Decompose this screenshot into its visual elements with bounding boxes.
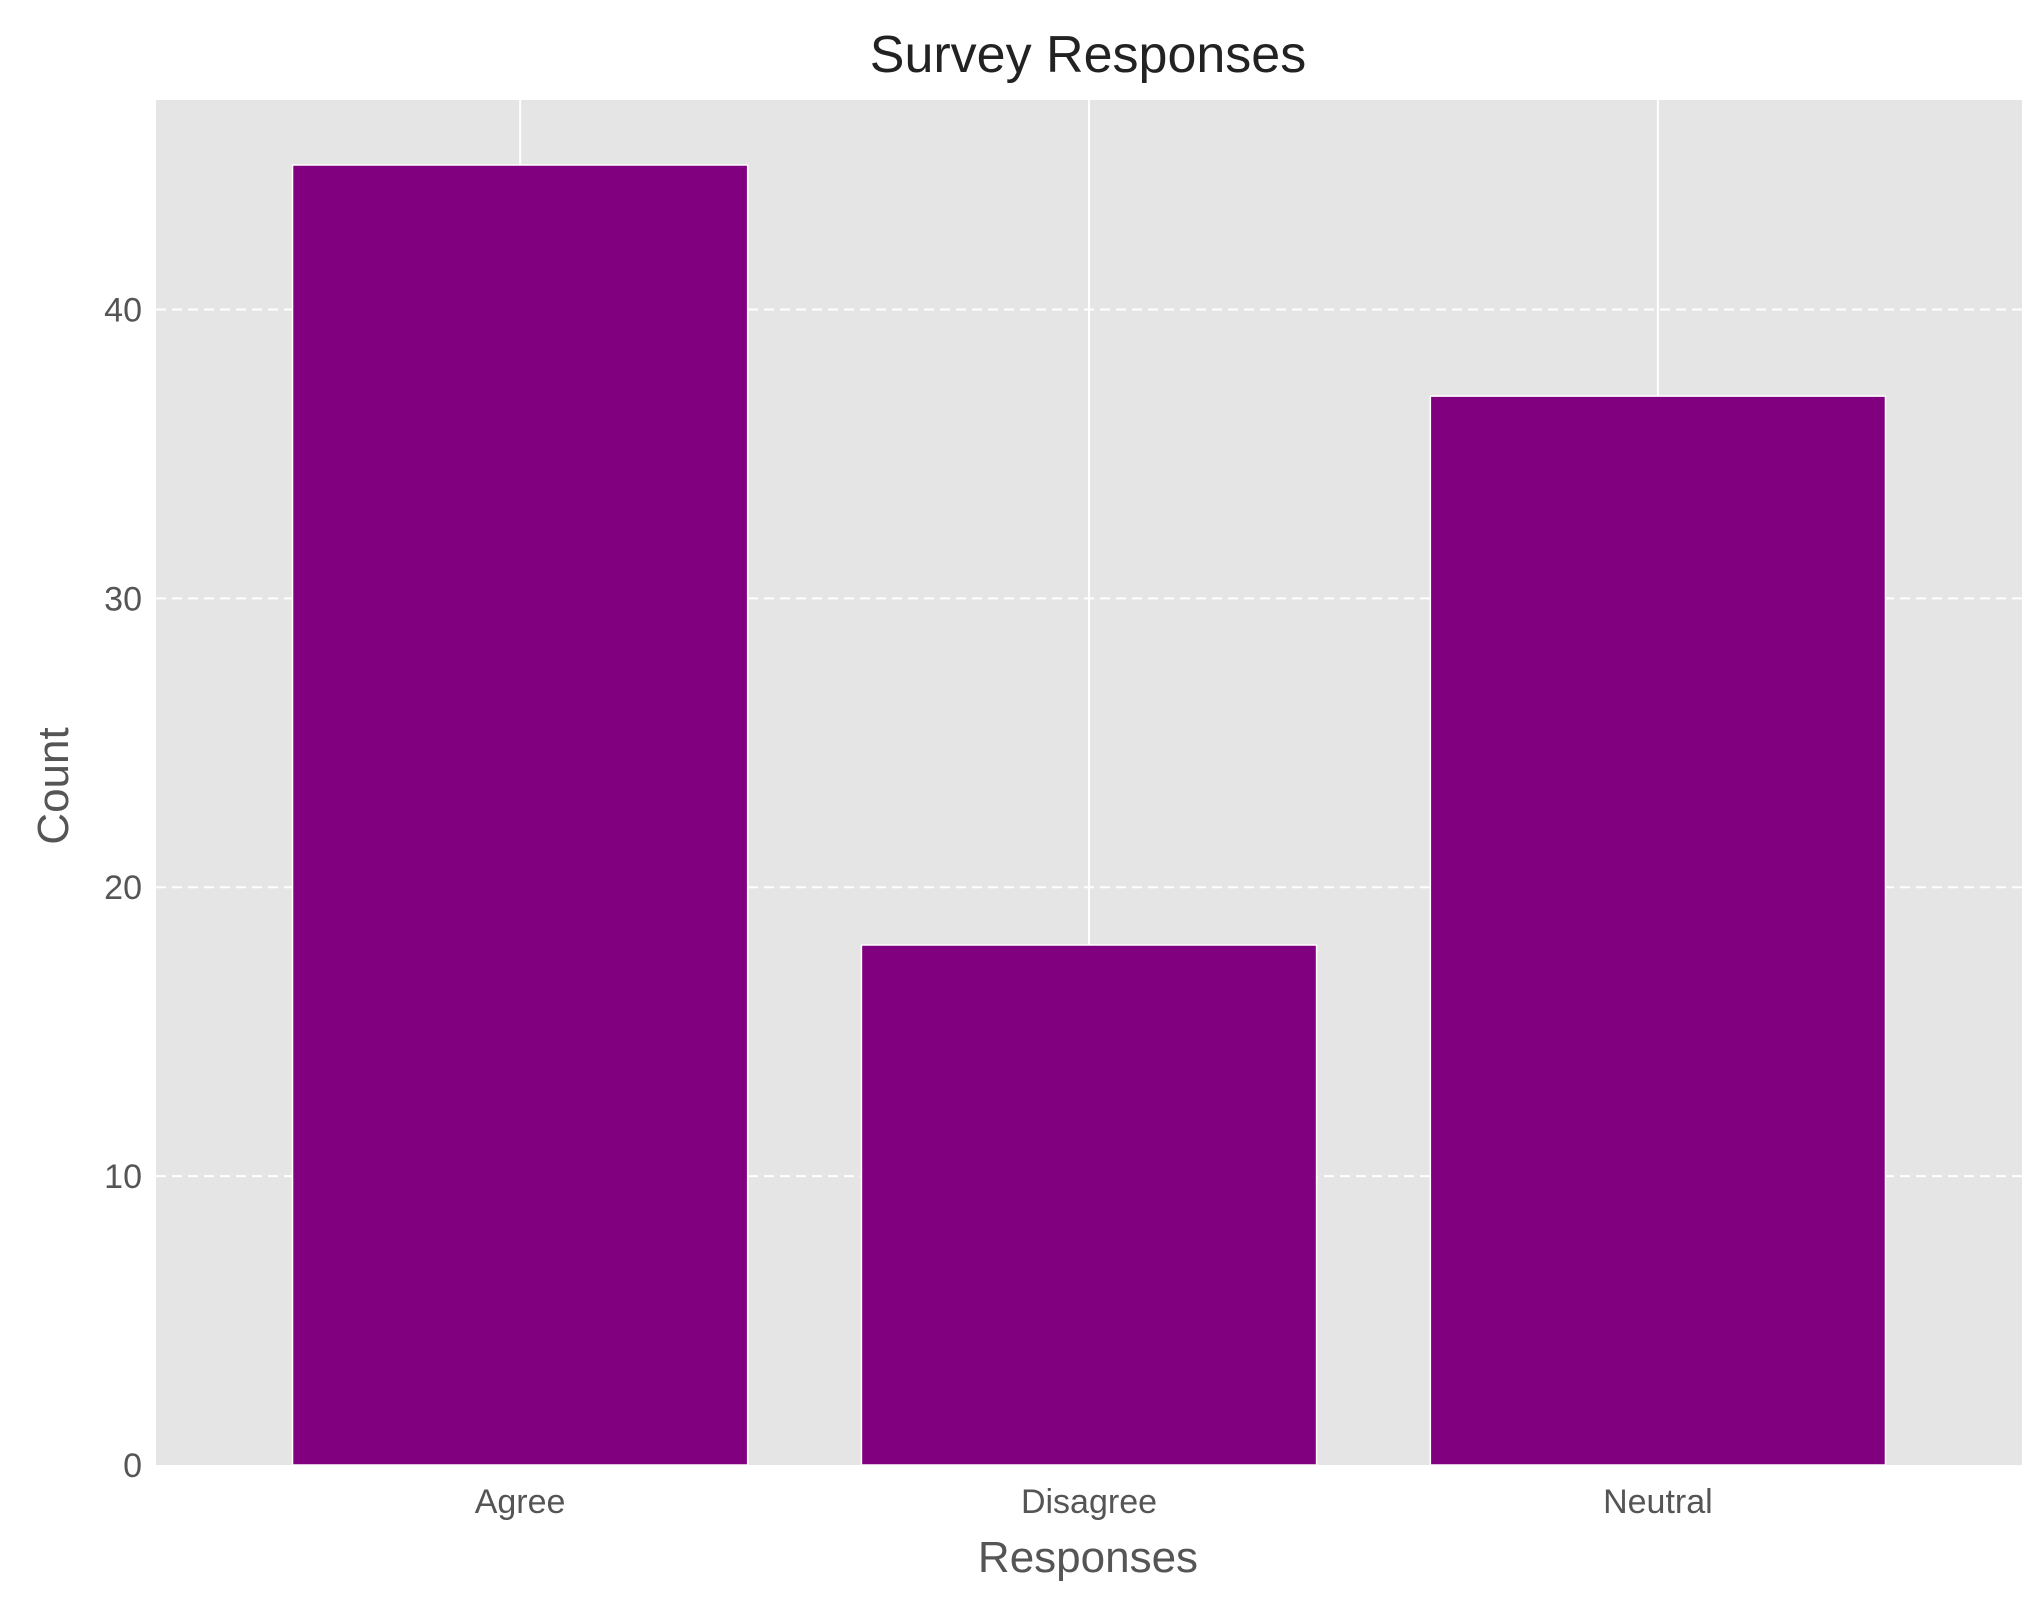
y-tick-label: 10 — [104, 1158, 142, 1196]
x-tick-label: Agree — [475, 1483, 566, 1521]
y-tick-label: 20 — [104, 869, 142, 907]
x-tick-label: Neutral — [1603, 1483, 1713, 1521]
x-axis-label: Responses — [978, 1533, 1198, 1582]
chart-title: Survey Responses — [870, 26, 1306, 84]
y-axis-label: Count — [29, 727, 78, 844]
bar-disagree — [860, 944, 1318, 1466]
y-tick-label: 30 — [104, 580, 142, 618]
bar-neutral — [1429, 395, 1887, 1466]
y-tick-label: 0 — [123, 1447, 142, 1485]
bars — [291, 164, 1887, 1466]
x-axis-ticks: Agree Disagree Neutral — [475, 1483, 1713, 1521]
y-axis-ticks: 0 10 20 30 40 — [104, 291, 142, 1485]
bar-agree — [291, 164, 749, 1466]
y-tick-label: 40 — [104, 291, 142, 329]
x-tick-label: Disagree — [1021, 1483, 1157, 1521]
